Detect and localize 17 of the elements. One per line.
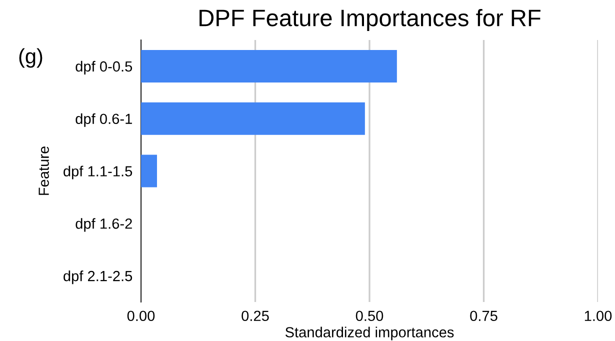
chart-title: DPF Feature Importances for RF xyxy=(200,9,540,32)
y-tick-label: dpf 1.1-1.5 xyxy=(64,166,132,180)
text: (g) xyxy=(19,48,42,68)
x-axis-title: Standardized importances xyxy=(285,326,454,340)
y-axis-title: Feature xyxy=(38,146,49,195)
bar xyxy=(141,102,365,135)
y-tick-label: dpf 0.6-1 xyxy=(76,113,132,127)
y-tick-label: dpf 2.1-2.5 xyxy=(64,270,132,284)
y-tick-label: dpf 0-0.5 xyxy=(76,60,132,75)
x-tick-label: 1.00 xyxy=(584,310,612,322)
x-tick-label: 0.00 xyxy=(127,310,155,322)
bar xyxy=(141,50,397,82)
bar xyxy=(141,154,157,188)
x-tick-label: 0.50 xyxy=(356,310,384,322)
x-tick-label: 0.25 xyxy=(242,310,269,322)
x-tick-label: 0.75 xyxy=(470,310,498,322)
y-tick-label: dpf 1.6-2 xyxy=(76,218,132,232)
